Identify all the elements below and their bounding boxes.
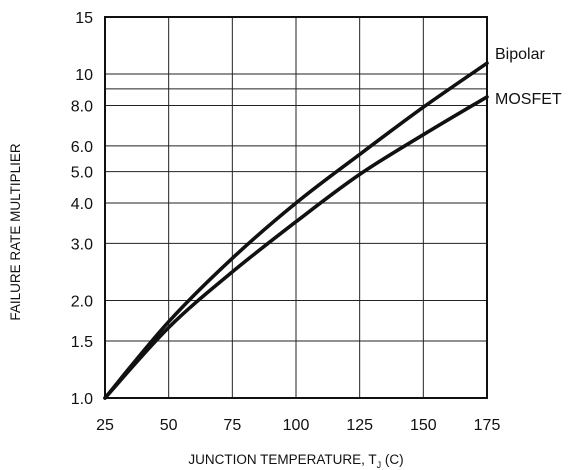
y-tick-label: 15 <box>75 10 93 27</box>
x-tick-label: 150 <box>410 417 437 434</box>
x-axis-label: JUNCTION TEMPERATURE, TJ (C) <box>188 452 403 470</box>
y-tick-label: 2.0 <box>71 293 93 310</box>
x-tick-labels: 25 50 75 100 125 150 175 <box>96 417 500 434</box>
y-tick-label: 6.0 <box>71 139 93 156</box>
grid <box>105 17 487 398</box>
y-tick-label: 10 <box>75 67 93 84</box>
y-tick-label: 3.0 <box>71 236 93 253</box>
x-tick-label: 100 <box>283 417 310 434</box>
y-axis-label: FAILURE RATE MULTIPLIER <box>8 143 23 321</box>
plot-frame <box>104 16 488 399</box>
y-tick-labels: 1.0 1.5 2.0 3.0 4.0 5.0 6.0 8.0 10 15 <box>71 10 93 408</box>
y-tick-label: 1.5 <box>71 334 93 351</box>
series-labels: Bipolar MOSFET <box>495 46 562 108</box>
series-line-bipolar <box>103 61 489 400</box>
y-tick-label: 4.0 <box>71 196 93 213</box>
x-tick-label: 25 <box>96 417 114 434</box>
y-tick-label: 1.0 <box>71 391 93 408</box>
x-tick-label: 50 <box>160 417 178 434</box>
x-tick-label: 75 <box>223 417 241 434</box>
series-label-bipolar: Bipolar <box>495 46 545 63</box>
x-tick-label: 125 <box>346 417 373 434</box>
series-lines <box>103 61 489 400</box>
y-tick-label: 8.0 <box>71 98 93 115</box>
series-line-mosfet <box>103 95 489 400</box>
y-tick-label: 5.0 <box>71 165 93 182</box>
series-label-mosfet: MOSFET <box>495 91 562 108</box>
x-tick-label: 175 <box>474 417 501 434</box>
